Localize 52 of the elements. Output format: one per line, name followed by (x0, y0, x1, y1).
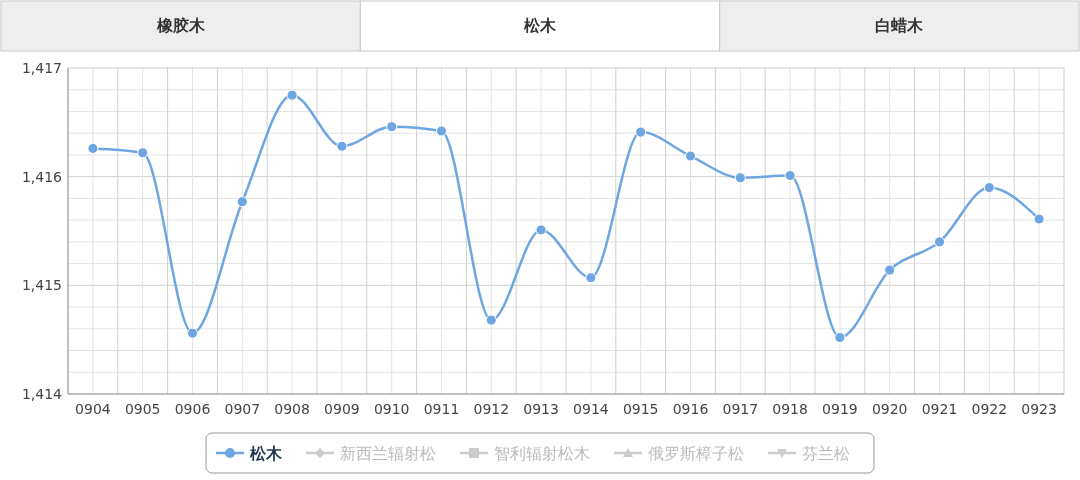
point (834, 332, 846, 343)
point (585, 272, 597, 284)
x-tick-label: 0917 (722, 401, 759, 417)
y-tick-label: 1,415 (21, 277, 62, 294)
legend-label: 智利辐射松木 (494, 443, 590, 463)
x-tick-label: 0916 (672, 401, 709, 417)
x-tick-label: 0920 (871, 401, 908, 417)
point (884, 264, 896, 276)
legend-label: 松木 (249, 443, 283, 463)
point (137, 147, 149, 159)
point (286, 89, 298, 101)
text: 松木 (523, 16, 557, 35)
x-tick-label: 0910 (373, 401, 410, 417)
point (187, 327, 198, 339)
legend-label: 俄罗斯樟子松 (648, 443, 744, 463)
point (336, 140, 348, 152)
point (485, 314, 497, 326)
x-tick-label: 0915 (622, 401, 659, 417)
point (685, 150, 696, 162)
x-tick-label: 0909 (324, 401, 360, 417)
point (436, 125, 447, 137)
x-tick-label: 0923 (1021, 401, 1057, 417)
x-tick-label: 0913 (523, 401, 559, 417)
x-tick-label: 0907 (224, 401, 261, 417)
point (535, 224, 547, 236)
point (87, 142, 99, 154)
x-tick-label: 0905 (124, 401, 161, 417)
x-tick-label: 0922 (971, 401, 1008, 417)
point (1033, 213, 1045, 225)
x-tick-label: 0904 (75, 401, 111, 417)
point (934, 236, 945, 248)
text: 橡胶木 (155, 16, 206, 35)
legend-label: 新西兰辐射松 (340, 443, 436, 463)
x-tick-label: 0914 (573, 401, 609, 417)
point (734, 172, 746, 184)
y-tick-label: 1,417 (21, 59, 62, 76)
x-tick-label: 0911 (423, 401, 460, 417)
point (784, 170, 796, 182)
point (983, 182, 995, 194)
legend-label: 芬兰松 (802, 443, 850, 463)
y-tick-label: 1,414 (21, 385, 63, 402)
point (635, 126, 647, 138)
x-tick-label: 0919 (822, 401, 858, 417)
x-tick-label: 0918 (772, 401, 808, 417)
x-tick-label: 0921 (921, 401, 958, 417)
x-tick-label: 0912 (473, 401, 510, 417)
y-tick-label: 1,416 (21, 168, 63, 185)
point (386, 121, 398, 133)
x-tick-label: 0906 (174, 401, 211, 417)
point (236, 196, 248, 208)
x-tick-label: 0908 (274, 401, 310, 417)
text: 白蜡木 (875, 16, 925, 35)
